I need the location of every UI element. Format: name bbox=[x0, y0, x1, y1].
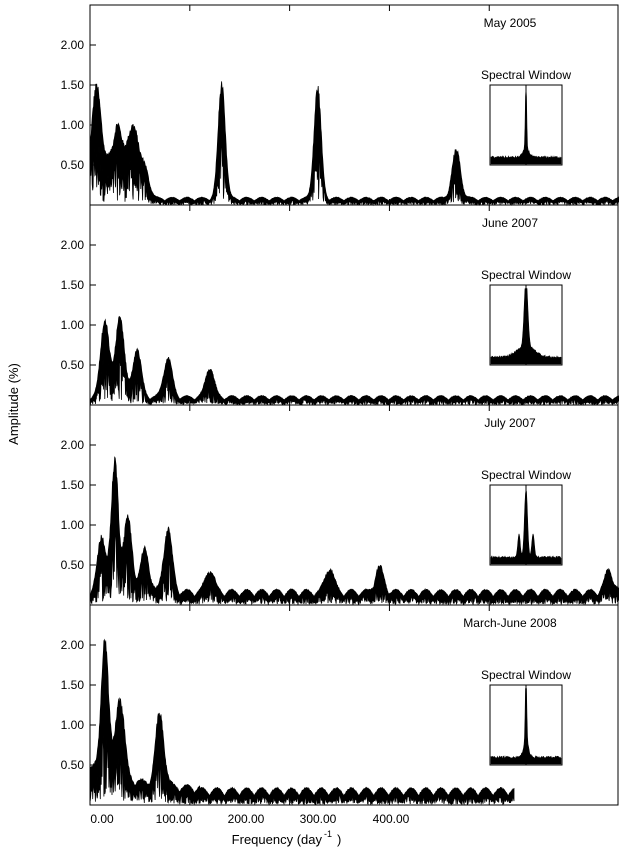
x-tick-labels: 0.00 100.00 200.00 300.00 400.00 bbox=[90, 812, 409, 826]
inset-label: Spectral Window bbox=[481, 268, 571, 282]
y-tick-label: 2.00 bbox=[61, 638, 85, 652]
inset-label: Spectral Window bbox=[481, 68, 571, 82]
x-tick-label: 200.00 bbox=[228, 812, 265, 826]
y-tick-label: 1.50 bbox=[61, 78, 85, 92]
x-tick-label: 400.00 bbox=[373, 812, 410, 826]
y-tick-label: 1.00 bbox=[61, 118, 85, 132]
y-tick-label: 1.00 bbox=[61, 718, 85, 732]
y-tick-label: 0.50 bbox=[61, 158, 85, 172]
y-tick-label: 2.00 bbox=[61, 238, 85, 252]
y-tick-label: 0.50 bbox=[61, 758, 85, 772]
panel-1: 0.50 1.00 1.50 2.00 May 2005 Spectral Window bbox=[61, 4, 619, 207]
x-tick-label: 300.00 bbox=[300, 812, 337, 826]
y-tick-label: 2.00 bbox=[61, 38, 85, 52]
panel-title: June 2007 bbox=[482, 216, 538, 230]
y-tick-label: 1.50 bbox=[61, 678, 85, 692]
y-tick-label: 1.00 bbox=[61, 518, 85, 532]
panel-4: 0.50 1.00 1.50 2.00 March-June 2008 Spectral … bbox=[61, 604, 619, 806]
inset-label: Spectral Window bbox=[481, 668, 571, 682]
y-axis-label: Amplitude (%) bbox=[6, 363, 21, 445]
panel-3: 0.50 1.00 1.50 2.00 July 2007 Spectral Window bbox=[61, 404, 619, 606]
x-tick-label: 0.00 bbox=[90, 812, 114, 826]
panel-frame bbox=[89, 604, 619, 806]
y-tick-label: 0.50 bbox=[61, 558, 85, 572]
x-axis-label: Frequency (day bbox=[232, 832, 323, 847]
panel-title: July 2007 bbox=[484, 416, 536, 430]
panel-2: 0.50 1.00 1.50 2.00 June 2007 Spectral Window bbox=[61, 204, 619, 406]
y-tick-label: 2.00 bbox=[61, 438, 85, 452]
amplitude-spectrum bbox=[89, 638, 515, 806]
y-tick-label: 0.50 bbox=[61, 358, 85, 372]
panel-title: March-June 2008 bbox=[463, 616, 557, 630]
y-tick-label: 1.50 bbox=[61, 478, 85, 492]
x-axis-label-exponent: -1 bbox=[324, 829, 332, 839]
y-tick-label: 1.00 bbox=[61, 318, 85, 332]
y-tick-label: 1.50 bbox=[61, 278, 85, 292]
panel-title: May 2005 bbox=[484, 16, 537, 30]
x-axis-label-close: ) bbox=[337, 832, 341, 847]
inset-label: Spectral Window bbox=[481, 468, 571, 482]
x-tick-label: 100.00 bbox=[156, 812, 193, 826]
